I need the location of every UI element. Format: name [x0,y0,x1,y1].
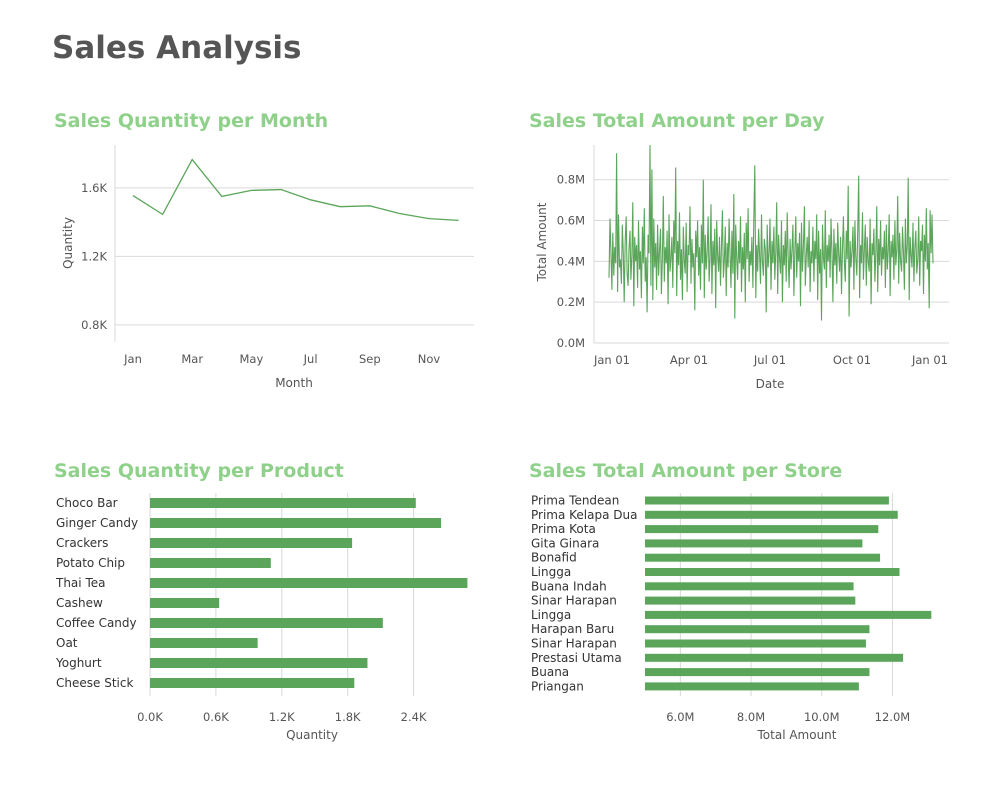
x-tick-label: Oct 01 [833,353,871,367]
x-tick-label: 12.0M [875,710,911,724]
page-title: Sales Analysis [52,30,302,66]
y-axis-title: Quantity [61,217,75,269]
bar [645,539,863,548]
y-tick-label: 0.6M [557,214,585,228]
category-label: Gita Ginara [531,536,599,550]
bar [645,625,870,634]
y-tick-label: 0.0M [557,336,585,350]
category-label: Thai Tea [55,576,105,590]
x-axis-title: Total Amount [757,728,837,742]
bar [645,553,881,562]
category-label: Sinar Harapan [531,594,617,608]
category-label: Prestasi Utama [531,651,622,665]
x-tick-label: Apr 01 [670,353,708,367]
x-tick-label: 1.8K [335,710,361,724]
bar [150,658,368,668]
y-tick-label: 0.8K [81,318,107,332]
category-label: Potato Chip [56,556,125,570]
bar [645,510,898,519]
bar [645,596,856,605]
bar [150,618,383,628]
x-tick-label: May [240,352,264,366]
category-label: Buana Indah [531,579,607,593]
category-label: Yoghurt [55,656,102,670]
bar [645,568,900,576]
chart-quantity-per-product: 0.0K 0.6K 1.2K 1.8K 2.4K Choco Bar Ginger Cand… [55,493,468,742]
x-tick-label: 0.6K [203,710,229,724]
bar [150,558,271,568]
x-tick-label: 2.4K [401,710,427,724]
category-label: Lingga [531,608,571,622]
x-tick-label: 0.0K [137,710,163,724]
category-label: Bonafid [531,551,577,565]
category-label: Cashew [56,596,103,610]
y-tick-label: 1.6K [81,181,107,195]
chart-quantity-per-month: 0.8K 1.2K 1.6K Jan Mar May Jul Sep Nov Month Quant… [61,145,474,390]
x-tick-label: Jan [123,352,142,366]
bar [150,678,355,688]
bar [645,668,870,677]
category-label: Crackers [56,536,108,550]
category-label: Coffee Candy [56,616,137,630]
chart-amount-per-day: 0.0M 0.2M 0.4M 0.6M 0.8M Jan 01 Apr 01 Jul 01 Oc… [535,144,949,391]
bar [150,538,353,548]
chart-title-quantity-per-product: Sales Quantity per Product [54,460,344,482]
x-tick-label: Sep [359,352,381,366]
bar [150,638,258,648]
chart-title-quantity-per-month: Sales Quantity per Month [54,110,329,132]
category-label: Prima Tendean [531,494,619,508]
category-label: Ginger Candy [56,516,138,530]
bar [150,598,220,608]
category-label: Oat [56,636,78,650]
bar [645,496,889,505]
series-line-total-amount [608,144,934,321]
category-label: Harapan Baru [531,622,614,636]
category-label: Priangan [531,679,584,693]
x-tick-label: Nov [418,352,441,366]
x-tick-label: 1.2K [269,710,295,724]
x-tick-label: Jan 01 [593,353,630,367]
x-axis-title: Date [756,377,785,391]
bar [645,639,866,648]
y-tick-label: 0.2M [557,295,585,309]
bar [645,682,859,691]
x-tick-label: Jul 01 [753,353,786,367]
x-tick-label: Mar [181,352,203,366]
category-label: Cheese Stick [56,676,133,690]
x-tick-label: 10.0M [804,710,840,724]
y-axis-title: Total Amount [535,202,549,282]
series-line-quantity [132,158,459,222]
bar [150,498,416,508]
x-tick-label: Jul [303,352,318,366]
y-tick-label: 1.2K [81,249,107,263]
bar [645,610,932,619]
bar [645,525,879,534]
chart-title-amount-per-store: Sales Total Amount per Store [529,460,843,482]
category-label: Buana [531,665,569,679]
chart-title-amount-per-day: Sales Total Amount per Day [529,110,825,132]
category-label: Sinar Harapan [531,637,617,651]
bar [150,578,468,588]
x-tick-label: Jan 01 [911,353,948,367]
y-tick-label: 0.4M [557,254,585,268]
bar [150,518,442,528]
x-axis-title: Month [275,376,313,390]
y-tick-label: 0.8M [557,173,585,187]
x-tick-label: 8.0M [737,710,765,724]
x-axis-title: Quantity [286,728,338,742]
bar [645,653,904,662]
category-label: Choco Bar [56,496,118,510]
category-label: Lingga [531,565,571,579]
category-label: Prima Kelapa Dua [531,508,637,522]
category-label: Prima Kota [531,522,596,536]
bar [645,582,854,591]
x-tick-label: 6.0M [666,710,694,724]
